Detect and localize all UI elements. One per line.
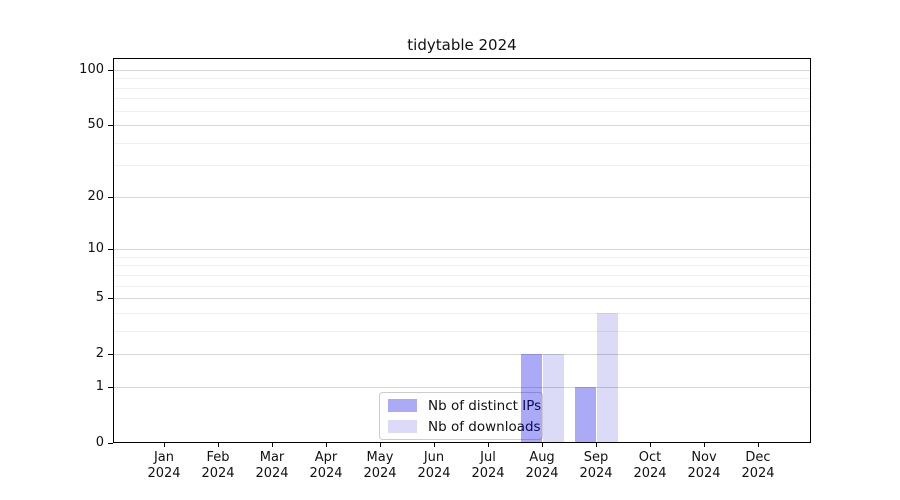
y-axis-tick: [108, 249, 113, 251]
y-tick-label: 2: [95, 346, 104, 362]
bar-nb-of-downloads: [597, 312, 618, 443]
x-tick-year: 2024: [741, 466, 775, 481]
gridline-minor: [113, 265, 811, 267]
x-axis-tick: [434, 443, 435, 447]
x-tick-year: 2024: [309, 466, 343, 481]
y-tick-label: 5: [95, 290, 104, 306]
y-axis-tick: [108, 386, 113, 388]
y-tick-label: 20: [87, 188, 104, 204]
gridline-minor: [113, 274, 811, 276]
chart-title: tidytable 2024: [407, 36, 517, 54]
y-axis-tick: [108, 125, 113, 127]
x-axis-tick: [272, 443, 273, 447]
gridline-minor: [113, 312, 811, 314]
x-axis-tick: [650, 443, 651, 447]
x-tick-label: Feb 2024: [186, 450, 250, 482]
x-tick-year: 2024: [633, 466, 667, 481]
legend-item-downloads: Nb of downloads: [388, 419, 541, 435]
x-tick-year: 2024: [417, 466, 451, 481]
gridline-major: [113, 386, 811, 388]
x-axis-tick: [704, 443, 705, 447]
gridline-minor: [113, 110, 811, 112]
legend: Nb of distinct IPs Nb of downloads: [379, 392, 543, 440]
plot-area: [113, 58, 811, 443]
y-axis-tick: [108, 443, 113, 444]
legend-swatch-distinct-ips: [388, 399, 417, 412]
gridline-minor: [113, 87, 811, 89]
x-tick-year: 2024: [471, 466, 505, 481]
bar-nb-of-distinct-ips: [521, 354, 542, 443]
legend-swatch-downloads: [388, 420, 417, 433]
x-tick-label: Dec 2024: [726, 450, 790, 482]
x-axis-tick: [380, 443, 381, 447]
gridline-major: [113, 70, 811, 71]
gridline-major: [113, 196, 811, 198]
x-tick-year: 2024: [579, 466, 613, 481]
x-axis-tick: [326, 443, 327, 447]
y-tick-label: 10: [87, 241, 104, 257]
gridline-minor: [113, 330, 811, 332]
y-tick-label: 0: [95, 435, 104, 450]
bar-nb-of-distinct-ips: [575, 386, 596, 443]
y-axis-tick: [108, 298, 113, 300]
x-tick-label: Apr 2024: [294, 450, 358, 482]
x-tick-label: Jan 2024: [132, 450, 196, 482]
x-axis-tick: [164, 443, 165, 447]
x-axis-tick: [596, 443, 597, 447]
gridline-minor: [113, 78, 811, 80]
x-tick-label: Mar 2024: [240, 450, 304, 482]
x-tick-label: Oct 2024: [618, 450, 682, 482]
x-tick-label: Aug 2024: [510, 450, 574, 482]
x-tick-year: 2024: [525, 466, 559, 481]
x-tick-year: 2024: [147, 466, 181, 481]
y-tick-label: 50: [87, 117, 104, 133]
bar-nb-of-downloads: [543, 354, 564, 443]
legend-item-distinct-ips: Nb of distinct IPs: [388, 398, 541, 414]
gridline-major: [113, 125, 811, 127]
x-axis-tick: [542, 443, 543, 447]
gridline-major: [113, 249, 811, 251]
x-tick-year: 2024: [201, 466, 235, 481]
gridline-minor: [113, 142, 811, 144]
y-axis-tick: [108, 354, 113, 356]
x-tick-label: May 2024: [348, 450, 412, 482]
x-tick-year: 2024: [363, 466, 397, 481]
x-axis-tick: [218, 443, 219, 447]
gridline-major: [113, 298, 811, 300]
x-tick-label: Nov 2024: [672, 450, 736, 482]
x-axis-tick: [758, 443, 759, 447]
gridline-minor: [113, 165, 811, 167]
x-tick-year: 2024: [687, 466, 721, 481]
y-tick-label: 100: [79, 62, 104, 77]
gridline-minor: [113, 256, 811, 258]
legend-label-downloads: Nb of downloads: [428, 418, 541, 435]
x-tick-label: Sep 2024: [564, 450, 628, 482]
y-tick-label: 1: [95, 378, 104, 394]
legend-label-distinct-ips: Nb of distinct IPs: [428, 397, 542, 414]
y-axis-tick: [108, 70, 113, 71]
x-tick-label: Jun 2024: [402, 450, 466, 482]
x-axis-tick: [488, 443, 489, 447]
gridline-major: [113, 354, 811, 356]
x-tick-label: Jul 2024: [456, 450, 520, 482]
gridline-minor: [113, 285, 811, 287]
y-axis-tick: [108, 196, 113, 198]
gridline-minor: [113, 98, 811, 100]
x-tick-year: 2024: [255, 466, 289, 481]
